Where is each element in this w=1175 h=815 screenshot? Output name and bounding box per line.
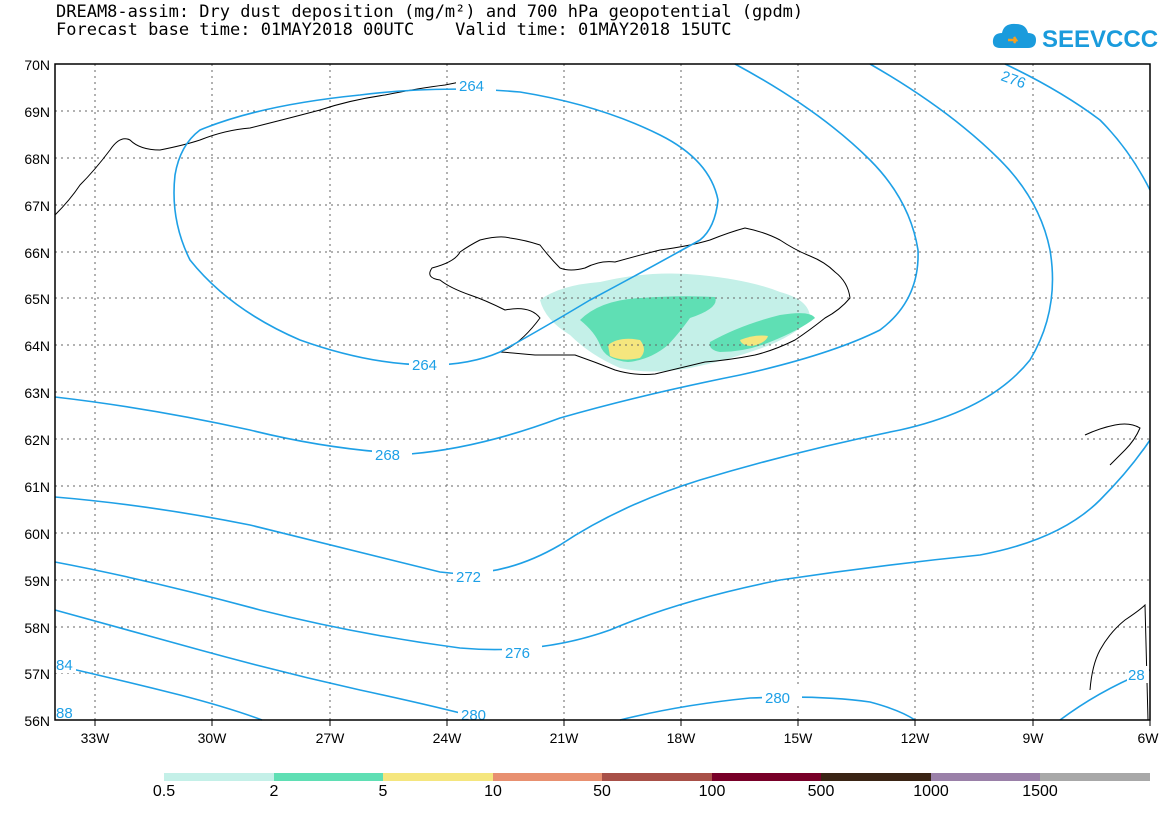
logo-text: SEEVCCC — [1042, 26, 1158, 53]
lat-label: 66N — [24, 245, 50, 261]
colorbar-swatch — [821, 773, 931, 781]
colorbar-swatch — [164, 773, 274, 781]
contour-272 — [54, 63, 1054, 575]
colorbar-swatch — [383, 773, 493, 781]
lat-label: 63N — [24, 385, 50, 401]
scotland-coast-north — [1084, 423, 1141, 466]
iceland-coast — [429, 227, 851, 375]
lon-label: 33W — [80, 730, 110, 746]
contour-268 — [54, 63, 919, 455]
lon-label: 27W — [315, 730, 345, 746]
lon-label: 24W — [432, 730, 462, 746]
greenland-coast — [54, 79, 471, 216]
contour-label: 28 — [1128, 667, 1145, 684]
lat-label: 67N — [24, 198, 50, 214]
colorbar-swatch — [931, 773, 1040, 781]
title-line-2: Forecast base time: 01MAY2018 00UTC Vali… — [56, 20, 732, 40]
contour-label: 264 — [412, 357, 437, 374]
lat-label: 70N — [24, 57, 50, 73]
colorbar-label: 5 — [378, 783, 388, 800]
contour-label: 280 — [461, 707, 486, 724]
contour-label: 276 — [505, 645, 530, 662]
contour-label: 276 — [999, 68, 1028, 93]
colorbar-swatch — [602, 773, 712, 781]
lat-label: 62N — [24, 432, 50, 448]
dust-region-medium-2 — [709, 313, 815, 352]
contour-label: 280 — [765, 690, 790, 707]
coastlines — [54, 79, 1149, 721]
lon-label: 18W — [666, 730, 696, 746]
lat-label: 65N — [24, 291, 50, 307]
lon-label: 21W — [549, 730, 579, 746]
contour-label: 268 — [375, 447, 400, 464]
scotland-coast — [1089, 603, 1149, 721]
colorbar-label: 1500 — [1022, 783, 1058, 800]
lat-label: 59N — [24, 573, 50, 589]
lat-label: 61N — [24, 479, 50, 495]
colorbar-swatch — [1040, 773, 1150, 781]
seevccc-logo: SEEVCCC — [990, 18, 1160, 58]
map-frame — [54, 63, 1151, 726]
contour-label: 264 — [459, 78, 484, 95]
colorbar-label: 1000 — [913, 783, 949, 800]
contour-label: 88 — [56, 705, 73, 722]
colorbar-label: 50 — [593, 783, 611, 800]
lat-label: 68N — [24, 151, 50, 167]
lat-label: 60N — [24, 526, 50, 542]
contour-284 — [54, 664, 263, 721]
contour-276 — [54, 439, 1151, 651]
colorbar-label: 500 — [807, 783, 835, 800]
dust-region-high-2 — [740, 335, 768, 346]
graticule — [55, 64, 1150, 720]
colorbar-label: 0.5 — [152, 783, 176, 800]
lon-label: 15W — [783, 730, 813, 746]
lat-label: 69N — [24, 104, 50, 120]
colorbar-swatch — [274, 773, 383, 781]
lon-label: 12W — [900, 730, 930, 746]
colorbar-label: 100 — [698, 783, 726, 800]
cloud-logo-icon: SEEVCCC — [992, 23, 1158, 53]
contour-276-ne — [1004, 63, 1151, 191]
lon-label: 6W — [1137, 730, 1159, 746]
lat-label: 58N — [24, 620, 50, 636]
lon-label: 30W — [197, 730, 227, 746]
contour-280-w — [54, 609, 481, 719]
title-line-1: DREAM8-assim: Dry dust deposition (mg/m²… — [56, 2, 804, 22]
colorbar-label: 2 — [269, 783, 279, 800]
contour-label: 84 — [56, 657, 73, 674]
colorbar — [164, 773, 1150, 781]
contour-labels: 264 264 268 272 276 280 280 276 84 88 28 — [54, 68, 1149, 724]
lon-label: 9W — [1022, 730, 1044, 746]
colorbar-swatch — [493, 773, 602, 781]
lat-label: 56N — [24, 713, 50, 729]
dust-region-high — [608, 338, 644, 360]
contour-label: 272 — [456, 569, 481, 586]
colorbar-label: 10 — [484, 783, 502, 800]
colorbar-swatch — [712, 773, 821, 781]
lat-label: 57N — [24, 666, 50, 682]
lat-label: 64N — [24, 338, 50, 354]
